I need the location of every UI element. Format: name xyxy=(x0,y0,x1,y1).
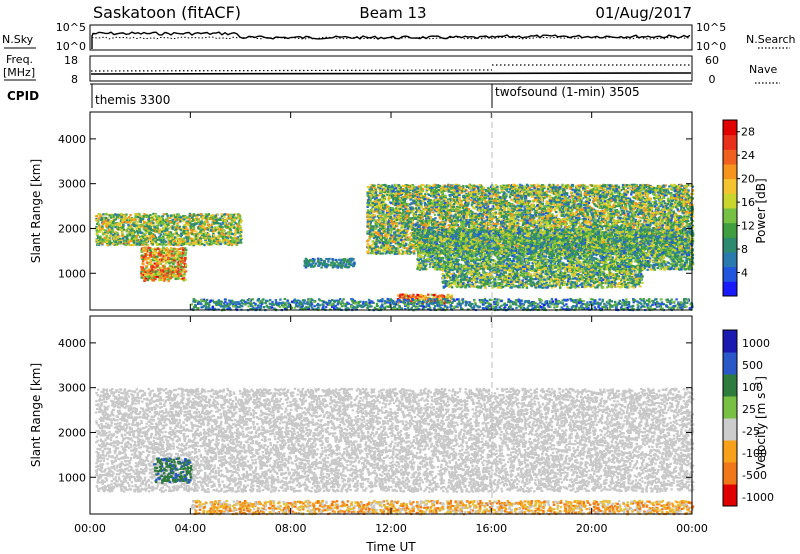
noise-tick-right-top: 10^5 xyxy=(696,21,726,34)
power-echo-cell xyxy=(129,244,131,246)
power-echo-cell xyxy=(212,214,214,216)
power-echo-cell xyxy=(183,243,185,245)
cpid-label: CPID xyxy=(7,89,39,103)
cpid-segment-2: twofsound (1-min) 3505 xyxy=(495,85,640,99)
power-echo-cell xyxy=(199,231,201,233)
noise-tick-right-bottom: 10^0 xyxy=(696,40,726,53)
power-echo-cell xyxy=(167,216,169,218)
nsky-label: N.Sky xyxy=(2,33,34,46)
power-echo-cell xyxy=(226,218,228,220)
power-echo-cell xyxy=(235,222,237,224)
freq-tick-top: 18 xyxy=(64,54,78,67)
power-echo-cell xyxy=(145,232,147,234)
power-echo-cell xyxy=(157,227,159,229)
cpid-segment-1: themis 3300 xyxy=(95,93,170,107)
station-title: Saskatoon (fitACF) xyxy=(93,3,241,22)
power-echo-cell xyxy=(232,214,234,216)
nsearch-label: N.Search xyxy=(746,33,796,46)
power-echo-cell xyxy=(121,232,123,234)
noise-sky-trace xyxy=(92,32,690,49)
noise-tick-left-bottom: 10^0 xyxy=(56,40,86,53)
freq-label: Freq. xyxy=(6,53,33,66)
beam-title: Beam 13 xyxy=(359,4,426,22)
nave-tick-top: 60 xyxy=(705,54,719,67)
power-echo-cell xyxy=(143,213,145,215)
power-echo-cell xyxy=(172,219,174,221)
power-echo-cell xyxy=(134,213,136,215)
noise-tick-left-top: 10^5 xyxy=(56,21,86,34)
noise-sky-path xyxy=(92,32,690,49)
freq-panel xyxy=(90,56,692,81)
freq-tick-bottom: 8 xyxy=(71,73,78,86)
nave-label: Nave xyxy=(749,63,777,76)
date-title: 01/Aug/2017 xyxy=(595,4,692,22)
power-echo-cell xyxy=(193,213,195,215)
radar-summary-plot: Saskatoon (fitACF) Beam 13 01/Aug/2017 N… xyxy=(0,0,800,554)
freq-trace xyxy=(91,73,691,74)
freq-unit-label: [MHz] xyxy=(3,66,35,79)
nave-trace-1 xyxy=(91,70,492,71)
power-heatmap xyxy=(95,184,694,312)
power-echo-cell xyxy=(109,214,111,216)
nave-tick-bottom: 0 xyxy=(709,73,716,86)
